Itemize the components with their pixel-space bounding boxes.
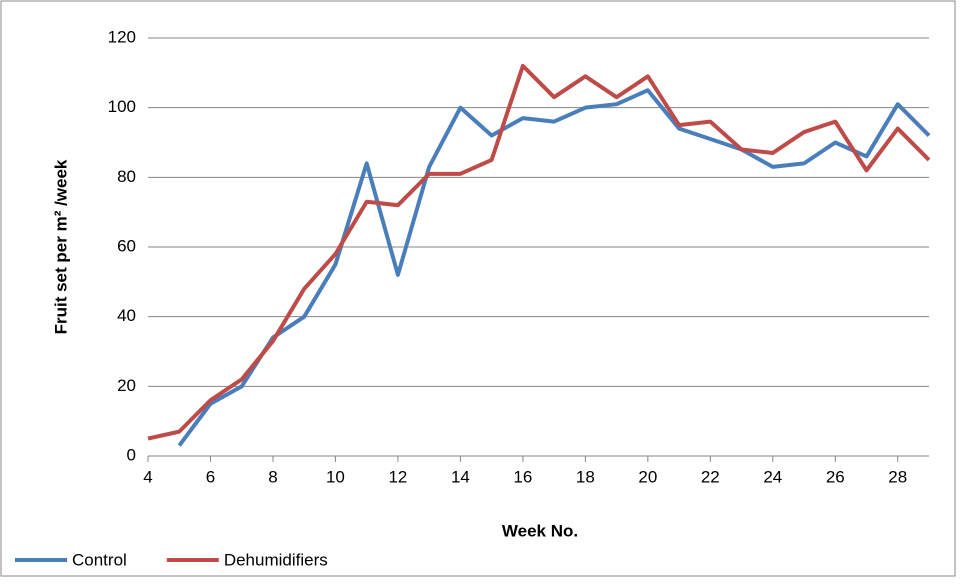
- x-tick-label: 26: [826, 467, 845, 486]
- x-tick-label: 12: [388, 467, 407, 486]
- y-tick-label: 20: [117, 376, 136, 395]
- x-tick-label: 10: [326, 467, 345, 486]
- x-axis-title: Week No.: [502, 521, 578, 540]
- x-tick-label: 28: [888, 467, 907, 486]
- y-tick-label: 80: [117, 167, 136, 186]
- y-tick-label: 100: [108, 97, 136, 116]
- y-tick-label: 60: [117, 236, 136, 255]
- y-tick-label: 40: [117, 306, 136, 325]
- legend-label: Dehumidifiers: [224, 550, 328, 569]
- x-tick-label: 8: [268, 467, 277, 486]
- series-line: [177, 88, 931, 447]
- x-tick-label: 14: [451, 467, 470, 486]
- series-line: [147, 63, 931, 441]
- y-tick-label: 0: [127, 445, 136, 464]
- x-tick-label: 20: [638, 467, 657, 486]
- x-tick-label: 24: [763, 467, 782, 486]
- legend-label: Control: [72, 550, 127, 569]
- x-tick-label: 16: [513, 467, 532, 486]
- y-tick-label: 120: [108, 27, 136, 46]
- y-axis-title: Fruit set per m² /week: [51, 159, 70, 334]
- x-tick-label: 4: [143, 467, 152, 486]
- x-tick-label: 6: [206, 467, 215, 486]
- x-tick-label: 22: [701, 467, 720, 486]
- x-tick-label: 18: [576, 467, 595, 486]
